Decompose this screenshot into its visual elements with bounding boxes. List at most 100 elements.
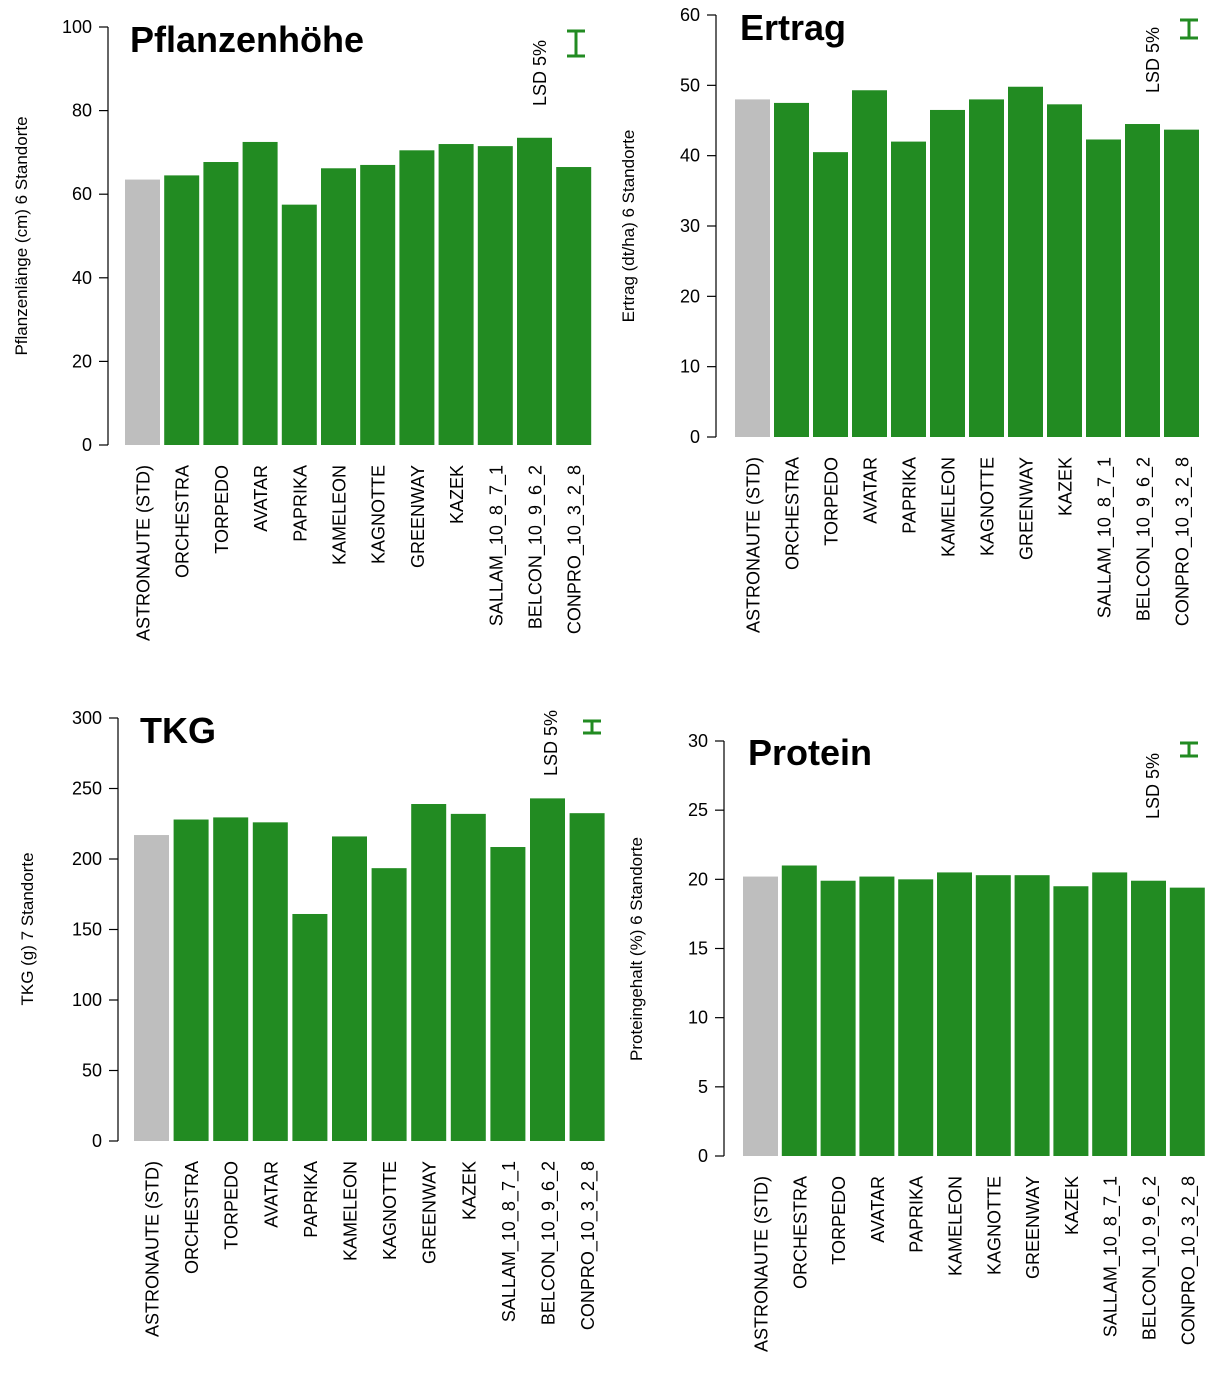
bar — [530, 798, 565, 1141]
y-tick-label: 40 — [680, 146, 700, 166]
x-category-label: GREENWAY — [420, 1161, 440, 1264]
lsd-label: LSD 5% — [541, 710, 561, 776]
y-tick-label: 0 — [698, 1146, 708, 1166]
bar — [371, 868, 407, 1141]
y-tick-label: 20 — [680, 286, 700, 306]
x-category-label: GREENWAY — [1023, 1176, 1043, 1279]
x-category-label: AVATAR — [868, 1176, 888, 1243]
y-tick-label: 80 — [72, 101, 92, 121]
lsd-bar — [583, 719, 601, 735]
bar — [252, 822, 288, 1141]
y-tick-label: 60 — [72, 184, 92, 204]
y-tick-label: 0 — [690, 427, 700, 447]
chart-panel-protein: 0 5 10 15 20 25 30 ASTRONAUTE (STD) ORCHESTRA TOR… — [627, 731, 1205, 1352]
x-category-label: KAGNOTTE — [369, 465, 389, 564]
x-category-label: CONPRO_10_3_2_8 — [1178, 1176, 1199, 1345]
bar — [125, 179, 160, 445]
bar — [477, 146, 513, 445]
bar — [292, 913, 328, 1141]
bar — [242, 141, 278, 445]
bar — [569, 813, 605, 1141]
bar — [937, 872, 972, 1156]
bar — [134, 835, 169, 1141]
x-category-label: SALLAM_10_8_7_1 — [1095, 457, 1116, 618]
y-tick-label: 60 — [680, 5, 700, 25]
y-tick-label: 40 — [72, 268, 92, 288]
y-tick-label: 0 — [92, 1131, 102, 1151]
y-tick-label: 15 — [688, 939, 708, 959]
chart-panel-ertrag: 0 10 20 30 40 50 60 ASTRONAUTE (STD) ORCHESTRA TO… — [619, 5, 1199, 633]
y-tick-label: 30 — [688, 731, 708, 751]
bar — [360, 164, 396, 445]
bar — [1086, 139, 1121, 438]
x-category-label: BELCON_10_9_6_2 — [1140, 1176, 1161, 1340]
x-category-label: ORCHESTRA — [790, 1176, 810, 1289]
lsd-label: LSD 5% — [1143, 753, 1163, 819]
x-category-label: KAZEK — [447, 465, 467, 524]
bar — [891, 141, 926, 437]
y-tick-label: 0 — [82, 435, 92, 455]
y-tick-label: 200 — [72, 849, 102, 869]
bar — [1092, 872, 1128, 1156]
x-category-label: KAGNOTTE — [984, 1176, 1004, 1275]
bar — [438, 144, 474, 446]
bar — [774, 102, 809, 438]
x-category-label: PAPRIKA — [907, 1176, 927, 1253]
x-category-label: TORPEDO — [222, 1161, 242, 1250]
x-category-label: KAZEK — [1062, 1176, 1082, 1235]
chart-panel-tkg: 0 50 100 150 200 250 300 ASTRONAUTE (STD) ORCHES… — [18, 708, 605, 1337]
bar — [1169, 887, 1205, 1156]
x-category-label: KAGNOTTE — [380, 1161, 400, 1260]
x-category-label: ASTRONAUTE (STD) — [744, 457, 764, 633]
bar — [898, 879, 934, 1156]
x-category-label: KAMELEON — [939, 457, 959, 557]
y-tick-label: 10 — [688, 1008, 708, 1028]
x-category-label: CONPRO_10_3_2_8 — [1173, 457, 1194, 626]
bar — [164, 175, 200, 445]
bar — [1164, 129, 1199, 438]
x-category-label: TORPEDO — [212, 465, 232, 554]
x-category-label: CONPRO_10_3_2_8 — [565, 465, 586, 634]
bar — [517, 137, 552, 445]
lsd-bar — [1180, 18, 1198, 40]
bar — [411, 804, 447, 1141]
x-category-label: ORCHESTRA — [173, 465, 193, 578]
bar — [173, 819, 209, 1141]
x-category-label: KAZEK — [459, 1161, 479, 1220]
x-category-label: KAZEK — [1056, 457, 1076, 516]
bar — [975, 875, 1011, 1156]
x-category-label: TORPEDO — [822, 457, 842, 546]
x-category-label: GREENWAY — [1017, 457, 1037, 560]
bar — [859, 876, 895, 1156]
lsd-bar — [1180, 741, 1198, 758]
bar — [1047, 104, 1082, 437]
bar — [820, 880, 856, 1156]
x-category-label: BELCON_10_9_6_2 — [526, 465, 547, 629]
y-tick-label: 300 — [72, 708, 102, 728]
x-category-label: ASTRONAUTE (STD) — [752, 1176, 772, 1352]
x-category-label: CONPRO_10_3_2_8 — [578, 1161, 599, 1330]
bar — [399, 150, 435, 445]
y-axis-label: Proteingehalt (%) 6 Standorte — [627, 837, 646, 1061]
bar — [743, 876, 778, 1156]
bar — [1014, 875, 1050, 1156]
y-tick-label: 10 — [680, 357, 700, 377]
x-category-label: SALLAM_10_8_7_1 — [1101, 1176, 1122, 1337]
x-category-label: BELCON_10_9_6_2 — [539, 1161, 560, 1325]
x-category-label: AVATAR — [861, 457, 881, 524]
bar — [321, 168, 356, 445]
x-category-label: SALLAM_10_8_7_1 — [499, 1161, 520, 1322]
bar — [852, 90, 887, 438]
x-category-label: KAMELEON — [330, 465, 350, 565]
y-tick-label: 100 — [62, 17, 92, 37]
bar — [556, 167, 592, 445]
bar — [813, 152, 848, 437]
x-category-label: PAPRIKA — [900, 457, 920, 534]
x-category-label: SALLAM_10_8_7_1 — [486, 465, 507, 626]
x-category-label: GREENWAY — [408, 465, 428, 568]
bar — [969, 99, 1004, 438]
bar — [1125, 124, 1160, 438]
y-tick-label: 50 — [680, 75, 700, 95]
x-category-label: ASTRONAUTE (STD) — [134, 465, 154, 641]
y-tick-label: 250 — [72, 779, 102, 799]
